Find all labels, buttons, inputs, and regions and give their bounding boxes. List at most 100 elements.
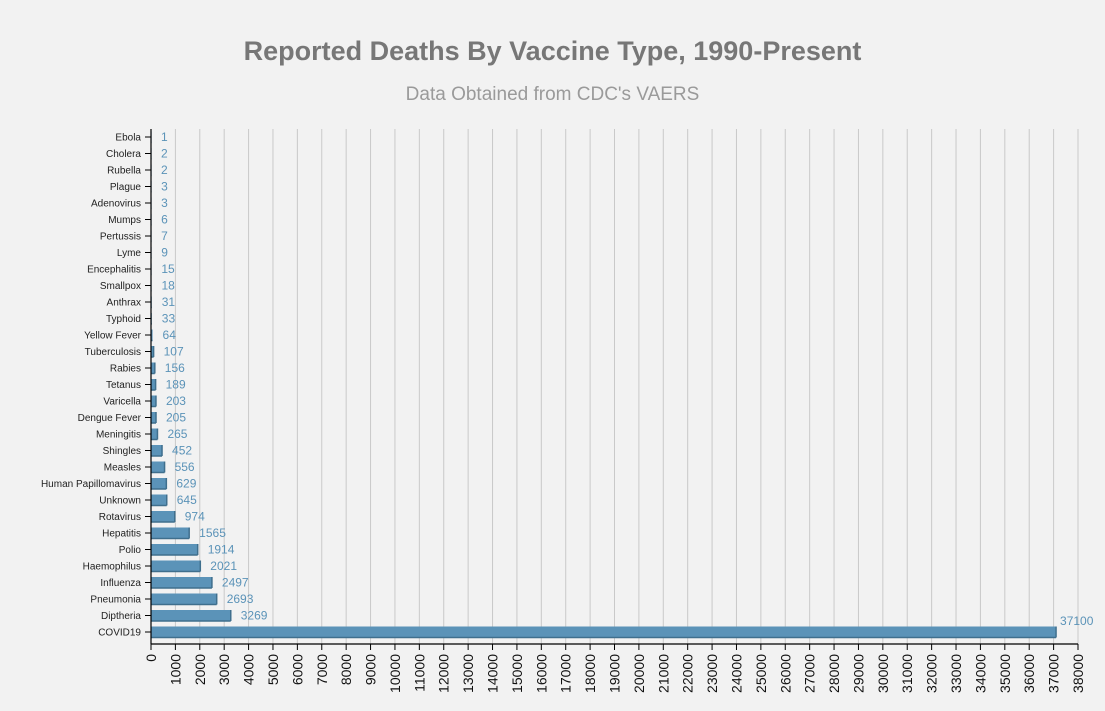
x-tick-label: 26000 xyxy=(777,654,793,693)
value-label: 3269 xyxy=(241,609,268,623)
value-label: 189 xyxy=(166,378,186,392)
value-label: 33 xyxy=(162,312,176,326)
x-tick-label: 17000 xyxy=(558,654,574,693)
x-tick-label: 24000 xyxy=(728,654,744,693)
x-tick-label: 34000 xyxy=(972,654,988,693)
value-label: 7 xyxy=(161,229,168,243)
value-label: 107 xyxy=(164,345,184,359)
bar xyxy=(151,379,156,390)
category-label: Anthrax xyxy=(107,298,141,309)
value-label: 2693 xyxy=(227,592,254,606)
value-label: 974 xyxy=(185,510,205,524)
value-label: 9 xyxy=(161,246,168,260)
bar xyxy=(151,527,190,539)
category-label: Yellow Fever xyxy=(84,331,142,342)
category-label: Pertussis xyxy=(100,232,141,243)
value-label: 629 xyxy=(176,477,196,491)
x-tick-label: 28000 xyxy=(826,654,842,693)
x-tick-label: 7000 xyxy=(314,654,330,685)
x-tick-label: 11000 xyxy=(411,654,427,692)
value-label: 2 xyxy=(161,163,168,177)
bar xyxy=(151,560,201,572)
category-label: Typhoid xyxy=(106,314,141,325)
x-tick-label: 30000 xyxy=(875,654,891,693)
bar xyxy=(151,362,155,374)
x-tick-label: 36000 xyxy=(1021,654,1037,693)
category-label: Smallpox xyxy=(100,281,141,292)
value-label: 156 xyxy=(165,361,185,375)
x-tick-label: 9000 xyxy=(363,654,379,685)
x-tick-label: 16000 xyxy=(533,654,549,693)
x-tick-label: 10000 xyxy=(387,654,403,693)
x-tick-label: 12000 xyxy=(436,654,452,693)
value-label: 3 xyxy=(161,196,168,210)
x-tick-label: 33000 xyxy=(948,654,964,693)
value-label: 3 xyxy=(161,180,168,194)
category-label: Dengue Fever xyxy=(78,413,142,424)
value-label: 6 xyxy=(161,213,168,227)
category-label: Varicella xyxy=(103,397,141,408)
bar xyxy=(151,626,1057,638)
bar xyxy=(151,412,157,423)
value-label: 645 xyxy=(177,493,197,507)
category-label: Hepatitis xyxy=(102,529,141,540)
value-label: 18 xyxy=(161,279,175,293)
x-tick-label: 3000 xyxy=(216,654,232,685)
x-tick-label: 15000 xyxy=(509,654,525,693)
category-label: Encephalitis xyxy=(87,265,141,276)
x-tick-label: 8000 xyxy=(338,654,354,685)
category-label: Influenza xyxy=(100,578,141,589)
bar xyxy=(151,511,175,522)
x-tick-label: 14000 xyxy=(485,654,501,693)
bar xyxy=(151,329,153,341)
grid-lines xyxy=(174,129,1079,644)
x-tick-label: 6000 xyxy=(289,654,305,685)
category-label: Rotavirus xyxy=(99,512,141,523)
x-tick-label: 27000 xyxy=(802,654,818,693)
chart-title: Reported Deaths By Vaccine Type, 1990-Pr… xyxy=(243,36,862,66)
value-label: 64 xyxy=(163,328,177,342)
value-label: 2497 xyxy=(222,576,249,590)
category-label: Pneumonia xyxy=(90,595,141,606)
value-label: 556 xyxy=(175,460,195,474)
bar xyxy=(151,478,167,489)
category-label: Shingles xyxy=(103,446,141,457)
category-label: Ebola xyxy=(115,133,141,144)
category-label: Lyme xyxy=(117,248,142,259)
x-tick-label: 25000 xyxy=(753,654,769,693)
value-label: 2 xyxy=(161,147,168,161)
category-label: Adenovirus xyxy=(91,199,141,210)
x-tick-label: 38000 xyxy=(1070,654,1086,693)
category-label: Diptheria xyxy=(101,611,141,622)
labels: 0 1000 2000 3000 4000 5000 6000 7000 8000 9000 100… xyxy=(41,130,1094,693)
category-label: Mumps xyxy=(108,215,141,226)
x-tick-label: 2000 xyxy=(192,654,208,685)
category-label: Polio xyxy=(119,545,142,556)
value-label: 15 xyxy=(161,262,175,276)
bar xyxy=(151,346,154,357)
category-label: Tuberculosis xyxy=(85,347,141,358)
category-label: Haemophilus xyxy=(83,562,141,573)
value-label: 1565 xyxy=(199,526,226,540)
category-label: COVID19 xyxy=(98,628,141,639)
x-tick-label: 4000 xyxy=(241,654,257,685)
bar xyxy=(151,428,158,440)
x-tick-label: 1000 xyxy=(167,654,183,685)
bar xyxy=(151,494,167,506)
category-label: Human Papillomavirus xyxy=(41,479,141,490)
bar xyxy=(151,461,165,473)
category-label: Unknown xyxy=(99,496,141,507)
axes xyxy=(145,129,1079,650)
x-tick-label: 37000 xyxy=(1046,654,1062,693)
x-tick-label: 0 xyxy=(143,654,159,662)
bar xyxy=(151,395,156,407)
bar xyxy=(151,544,198,555)
x-tick-label: 35000 xyxy=(997,654,1013,693)
category-label: Meningitis xyxy=(96,430,141,441)
value-label: 265 xyxy=(167,427,187,441)
bar xyxy=(151,593,217,605)
category-label: Rabies xyxy=(110,364,141,375)
value-label: 205 xyxy=(166,411,186,425)
